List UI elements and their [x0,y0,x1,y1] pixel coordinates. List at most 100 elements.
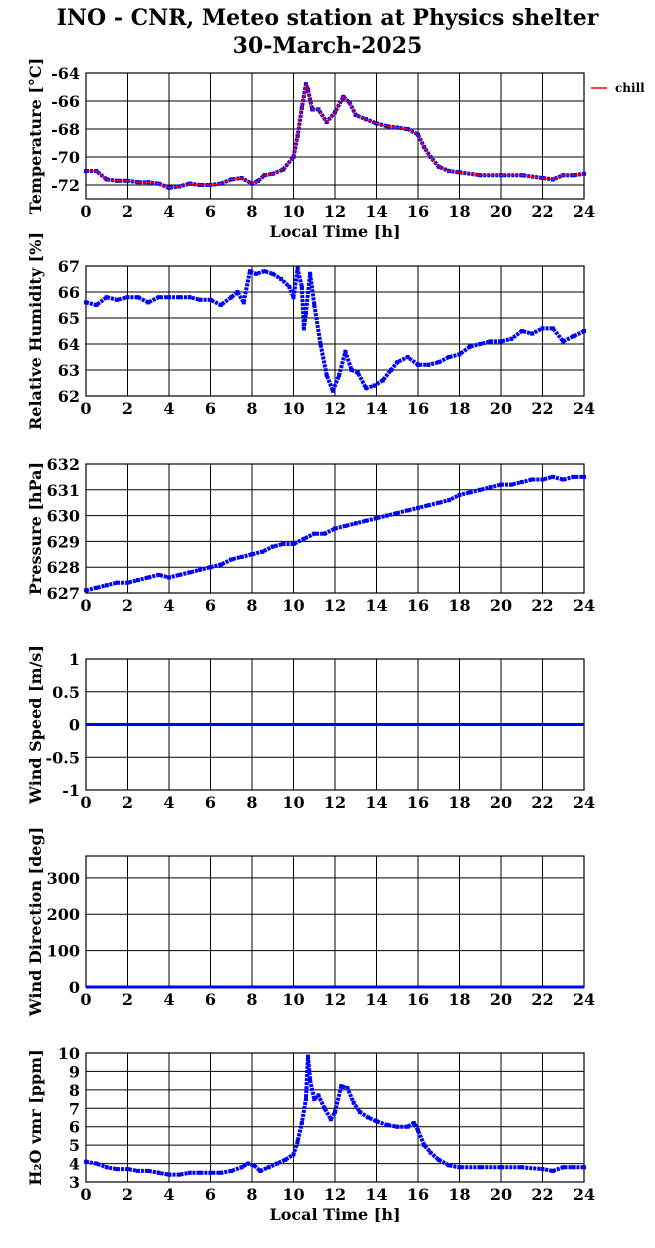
data-point [550,474,555,479]
data-point [306,1054,311,1059]
data-point [308,1078,313,1083]
data-point [229,295,234,300]
x-tick-label: 8 [246,596,257,615]
data-point [125,295,130,300]
data-point [540,1167,545,1172]
data-point [405,1124,410,1129]
y-tick-label: -1 [62,781,80,800]
x-tick-label: 22 [531,596,553,615]
data-point [291,541,296,546]
y-tick-label: 628 [47,558,80,577]
data-point [550,1168,555,1173]
x-tick-label: 18 [448,793,470,812]
x-tick-label: 4 [163,202,174,221]
data-point [291,295,296,300]
data-point [270,271,275,276]
chart-title-block: INO - CNR, Meteo station at Physics shel… [0,4,655,60]
data-point [457,492,462,497]
data-point [198,297,203,302]
data-point [301,326,306,331]
data-point [571,1165,576,1170]
x-tick-label: 22 [531,990,553,1009]
data-point [322,1106,327,1111]
data-point [235,290,240,294]
data-point [318,342,323,346]
data-point [380,378,385,383]
y-tick-label: 200 [47,905,80,924]
data-point [295,266,300,271]
x-tick-label: 6 [205,596,216,615]
x-tick-label: 6 [205,990,216,1009]
x-tick-label: 16 [407,990,429,1009]
data-point [519,1165,524,1170]
x-tick-label: 20 [490,202,512,221]
data-point [167,295,171,300]
data-point [333,526,337,531]
data-point [343,349,348,354]
x-tick-label: 20 [490,1185,512,1204]
y-tick-label: 629 [47,532,80,551]
x-tick-label: 0 [80,793,91,812]
x-tick-label: 12 [324,596,346,615]
data-point [405,355,410,359]
x-tick-label: 24 [573,202,595,221]
data-point [167,575,171,580]
data-point [115,297,120,302]
y-axis-label: Temperature [°C] [26,58,45,214]
data-point [247,269,252,274]
x-tick-label: 0 [80,1185,91,1204]
x-tick-label: 10 [282,399,304,418]
data-point [343,523,348,528]
data-point [457,352,462,357]
x-tick-label: 20 [490,793,512,812]
data-point [316,1093,321,1098]
x-tick-label: 10 [282,1185,304,1204]
data-point [436,500,441,505]
data-point [84,300,88,305]
x-tick-label: 24 [573,793,595,812]
data-point [322,531,327,536]
data-point [250,552,254,557]
data-point [389,368,394,372]
data-point [571,334,576,339]
data-point [229,1168,234,1173]
data-point [84,588,88,593]
data-point [308,271,313,276]
x-tick-label: 16 [407,793,429,812]
x-tick-label: 16 [407,596,429,615]
data-point [478,342,483,346]
data-point [218,303,223,307]
data-point [436,1157,441,1162]
data-point [94,303,99,307]
data-point [582,1165,586,1170]
data-point [135,295,140,300]
x-tick-label: 12 [324,202,346,221]
x-tick-label: 2 [122,990,133,1009]
data-point [303,1097,308,1102]
data-point [328,1117,333,1122]
data-point [411,1121,416,1126]
y-tick-label: 9 [69,1062,80,1081]
data-point [146,1168,151,1173]
data-point [299,284,304,289]
data-point [260,549,265,554]
x-tick-label: 14 [365,1185,387,1204]
data-point [571,474,576,479]
data-point [177,295,182,300]
x-tick-label: 8 [246,202,257,221]
y-tick-label: 67 [58,257,80,276]
data-point [530,477,535,482]
data-point [312,303,317,307]
data-point [364,386,369,391]
data-point [94,1161,99,1166]
x-tick-label: 0 [80,990,91,1009]
x-tick-label: 20 [490,596,512,615]
chart-title: INO - CNR, Meteo station at Physics shel… [56,5,599,31]
data-point [135,578,140,583]
y-tick-label: -72 [51,176,80,195]
data-point [167,1172,171,1177]
y-tick-label: -64 [51,64,80,83]
x-tick-label: 6 [205,399,216,418]
data-point [467,490,472,495]
y-tick-label: 7 [69,1099,80,1118]
